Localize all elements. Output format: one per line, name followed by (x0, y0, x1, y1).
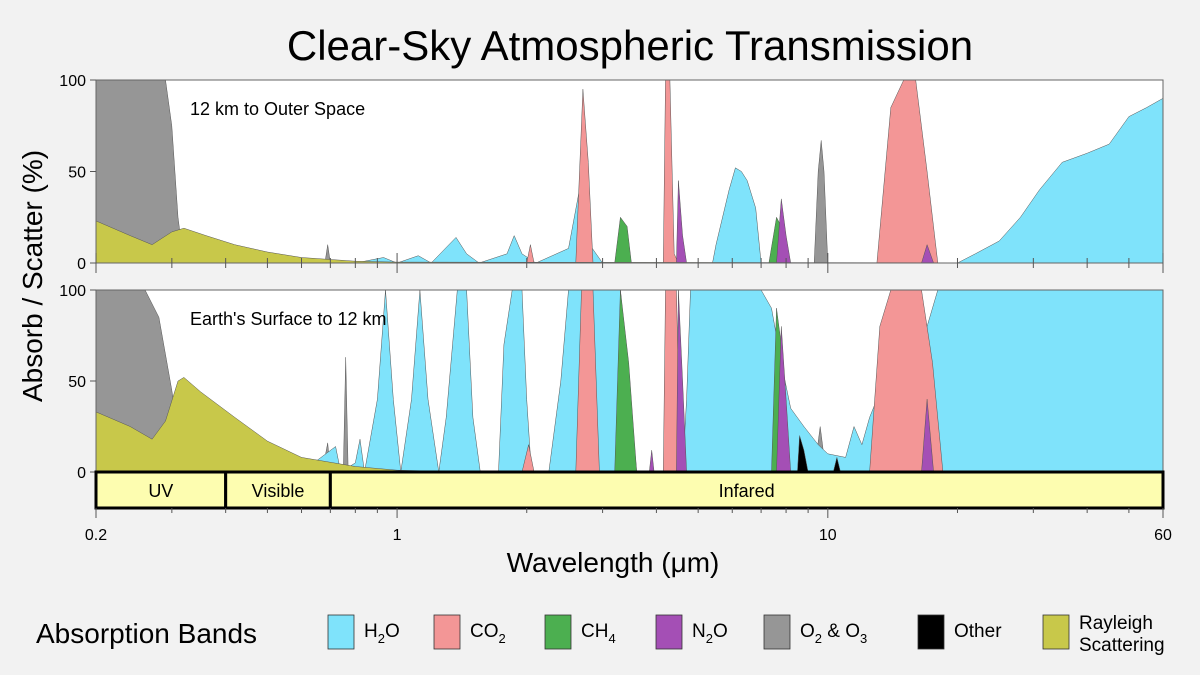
legend-label-n2o: N2O (692, 621, 728, 646)
legend-label-h2o: H2O (364, 621, 400, 646)
x-tick-label: 0.2 (85, 527, 107, 544)
area-n2o (676, 180, 934, 264)
region-label: UV (148, 481, 173, 501)
y-tick-label: 0 (77, 465, 86, 482)
x-axis-label: Wavelength (μm) (507, 547, 720, 578)
legend-label-rayleigh: Rayleigh Scattering (1079, 613, 1165, 656)
x-tick-label: 60 (1154, 527, 1172, 544)
legend-swatch-h2o (327, 614, 355, 650)
area-h2o (355, 98, 1164, 264)
panel-background (96, 80, 1163, 263)
panel-label: Earth's Surface to 12 km (190, 309, 387, 329)
y-tick-label: 50 (68, 165, 86, 182)
region-label: Visible (252, 481, 305, 501)
legend-swatch-ozone (763, 614, 791, 650)
legend-swatch-other (917, 614, 945, 650)
area-rayleigh (95, 220, 1164, 264)
region-label: Infared (719, 481, 775, 501)
legend-swatch-rayleigh (1042, 614, 1070, 650)
y-tick-label: 100 (59, 73, 86, 90)
y-tick-label: 0 (77, 256, 86, 273)
legend-swatch-ch4 (544, 614, 572, 650)
region-box (94, 470, 228, 510)
area-co2 (526, 79, 1164, 264)
legend-swatch-n2o (655, 614, 683, 650)
y-tick-label: 100 (59, 283, 86, 300)
legend-label-other: Other (954, 621, 1002, 642)
region-box (328, 470, 1165, 510)
area-h2o (301, 289, 1164, 473)
y-axis-label: Absorb / Scatter (%) (17, 150, 48, 402)
plot-area: 0 50 100 12 km to Outer Space 0 50 100 Earth's … (59, 73, 1172, 544)
x-tick-label: 10 (819, 527, 837, 544)
legend-label-ozone: O2 & O3 (800, 621, 867, 646)
legend-title: Absorption Bands (36, 618, 257, 649)
legend-label-ch4: CH4 (581, 621, 616, 646)
x-tick-label: 1 (393, 527, 402, 544)
legend-swatch-co2 (433, 614, 461, 650)
chart-title: Clear-Sky Atmospheric Transmission (287, 22, 973, 69)
legend: Absorption Bands H2O CO2 CH4 N2O O2 & O3 Other… (36, 613, 1165, 656)
panel-label: 12 km to Outer Space (190, 99, 365, 119)
region-box (224, 470, 332, 510)
y-tick-label: 50 (68, 374, 86, 391)
legend-label-co2: CO2 (470, 621, 506, 646)
